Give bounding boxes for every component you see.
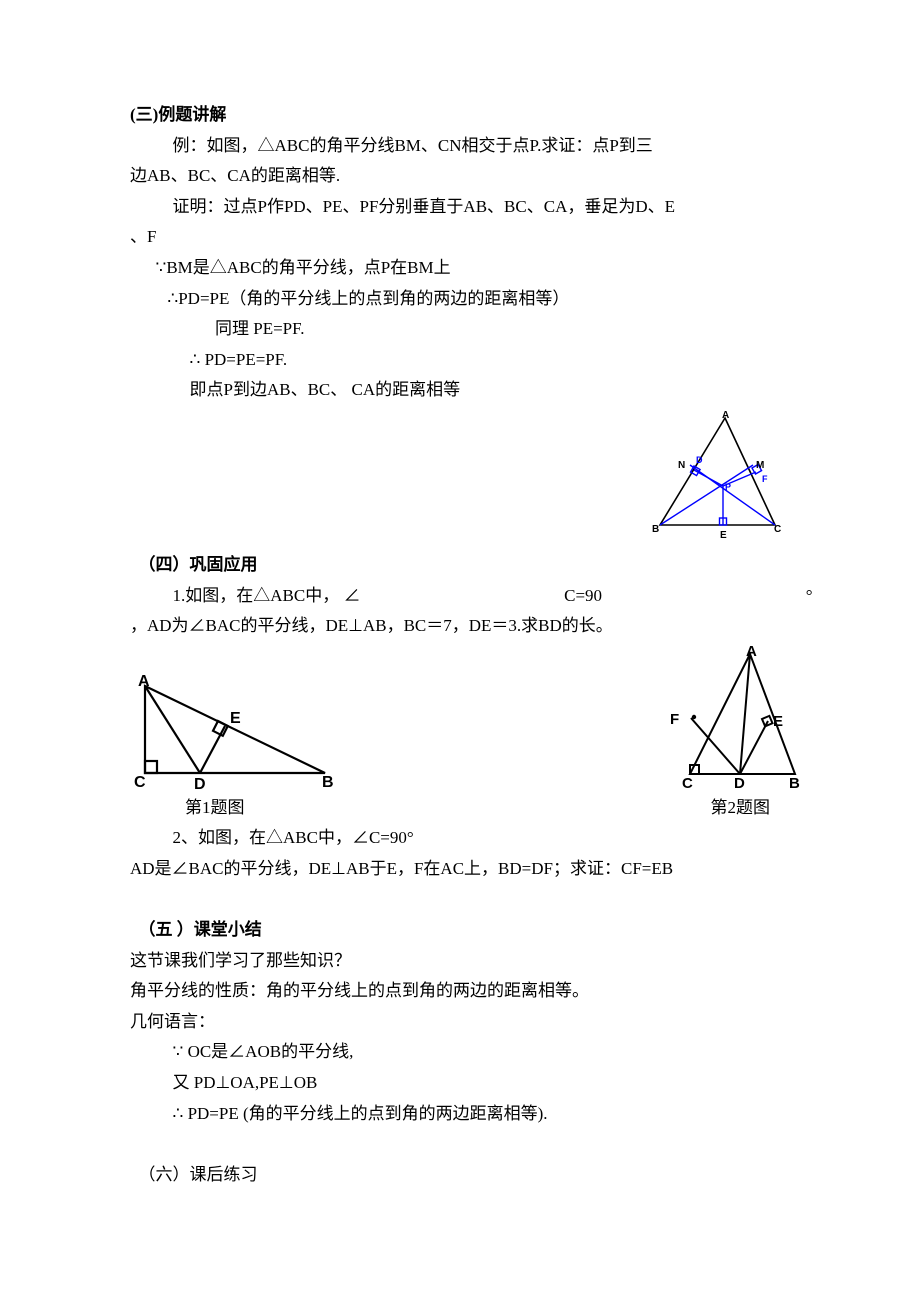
label-N: N bbox=[678, 460, 685, 471]
q2-label-F: F bbox=[670, 711, 679, 728]
label-A: A bbox=[722, 410, 729, 421]
caption-q1: 第1题图 bbox=[130, 793, 245, 824]
s3-line5: ∵BM是△ABC的角平分线，点P在BM上 bbox=[130, 253, 810, 284]
label-E: E bbox=[720, 530, 727, 540]
s3-line9: 即点P到边AB、BC、 CA的距离相等 bbox=[130, 375, 810, 406]
caption-row: 第1题图 第2题图 bbox=[130, 793, 810, 824]
label-C: C bbox=[774, 524, 781, 535]
caption-q2: 第2题图 bbox=[711, 793, 811, 824]
s3-line6: ∴PD=PE（角的平分线上的点到角的两边的距离相等） bbox=[130, 284, 810, 315]
q2-label-B: B bbox=[789, 775, 800, 791]
s5-l2: 角平分线的性质：角的平分线上的点到角的两边的距离相等。 bbox=[130, 976, 810, 1007]
s3-line4: 、F bbox=[130, 222, 810, 253]
figure-q1: A C D B E bbox=[130, 671, 340, 791]
q2-label-A: A bbox=[746, 646, 757, 660]
q2-label-E: E bbox=[773, 713, 783, 730]
s5-l3: 几何语言： bbox=[130, 1007, 810, 1038]
label-D: D bbox=[696, 455, 703, 465]
q1-label-E: E bbox=[230, 710, 241, 727]
triangle-q1-svg: A C D B E bbox=[130, 671, 340, 791]
figure-q2: A F E C D B bbox=[655, 646, 810, 791]
q1-label-B: B bbox=[322, 774, 334, 791]
s4-q1-line2: ，AD为∠BAC的平分线，DE⊥AB，BC＝7，DE＝3.求BD的长。 bbox=[130, 611, 810, 642]
s3-line3: 证明：过点P作PD、PE、PF分别垂直于AB、BC、CA，垂足为D、E bbox=[130, 192, 810, 223]
s3-line7: 同理 PE=PF. bbox=[130, 314, 810, 345]
s3-line1: 例：如图，△ABC的角平分线BM、CN相交于点P.求证：点P到三 bbox=[130, 131, 810, 162]
section-6-heading: （六）课后练习 bbox=[130, 1160, 810, 1191]
s4-q1-line1: 1.如图，在△ABC中， ∠ C=90 ° bbox=[130, 581, 810, 612]
section-3-heading: (三)例题讲解 bbox=[130, 100, 810, 131]
triangle-q2-svg: A F E C D B bbox=[655, 646, 810, 791]
section-4-heading: （四）巩固应用 bbox=[130, 550, 810, 581]
figure-triangle-abc-bisectors: A B C M N E P D F bbox=[640, 410, 790, 540]
q1-label-C: C bbox=[134, 774, 146, 791]
q1-part-a: 1.如图，在△ABC中， ∠ bbox=[173, 581, 361, 612]
q1-part-c: ° bbox=[806, 581, 813, 612]
s4-q2-line2: AD是∠BAC的平分线，DE⊥AB于E，F在AC上，BD=DF；求证：CF=EB bbox=[130, 854, 810, 885]
figure-row-q1-q2: A C D B E A F E C D B bbox=[130, 646, 810, 791]
s3-line8: ∴ PD=PE=PF. bbox=[130, 345, 810, 376]
q1-label-D: D bbox=[194, 776, 206, 791]
s5-l6: ∴ PD=PE (角的平分线上的点到角的两边距离相等). bbox=[130, 1099, 810, 1130]
s4-q2-line1: 2、如图，在△ABC中，∠C=90° bbox=[130, 823, 810, 854]
s5-l4: ∵ OC是∠AOB的平分线, bbox=[130, 1037, 810, 1068]
section-5-heading: （五 ）课堂小结 bbox=[130, 915, 810, 946]
triangle-bisector-svg: A B C M N E P D F bbox=[640, 410, 790, 540]
s3-line2: 边AB、BC、CA的距离相等. bbox=[130, 161, 810, 192]
q1-label-A: A bbox=[138, 673, 150, 690]
label-P: P bbox=[725, 482, 731, 492]
s5-l5: 又 PD⊥OA,PE⊥OB bbox=[130, 1068, 810, 1099]
q1-part-b: C=90 bbox=[564, 581, 602, 612]
s5-l1: 这节课我们学习了那些知识？ bbox=[130, 946, 810, 977]
q2-label-C: C bbox=[682, 775, 693, 791]
label-F: F bbox=[762, 474, 768, 484]
label-B: B bbox=[652, 524, 659, 535]
q2-label-D: D bbox=[734, 775, 745, 791]
label-M: M bbox=[756, 460, 764, 471]
